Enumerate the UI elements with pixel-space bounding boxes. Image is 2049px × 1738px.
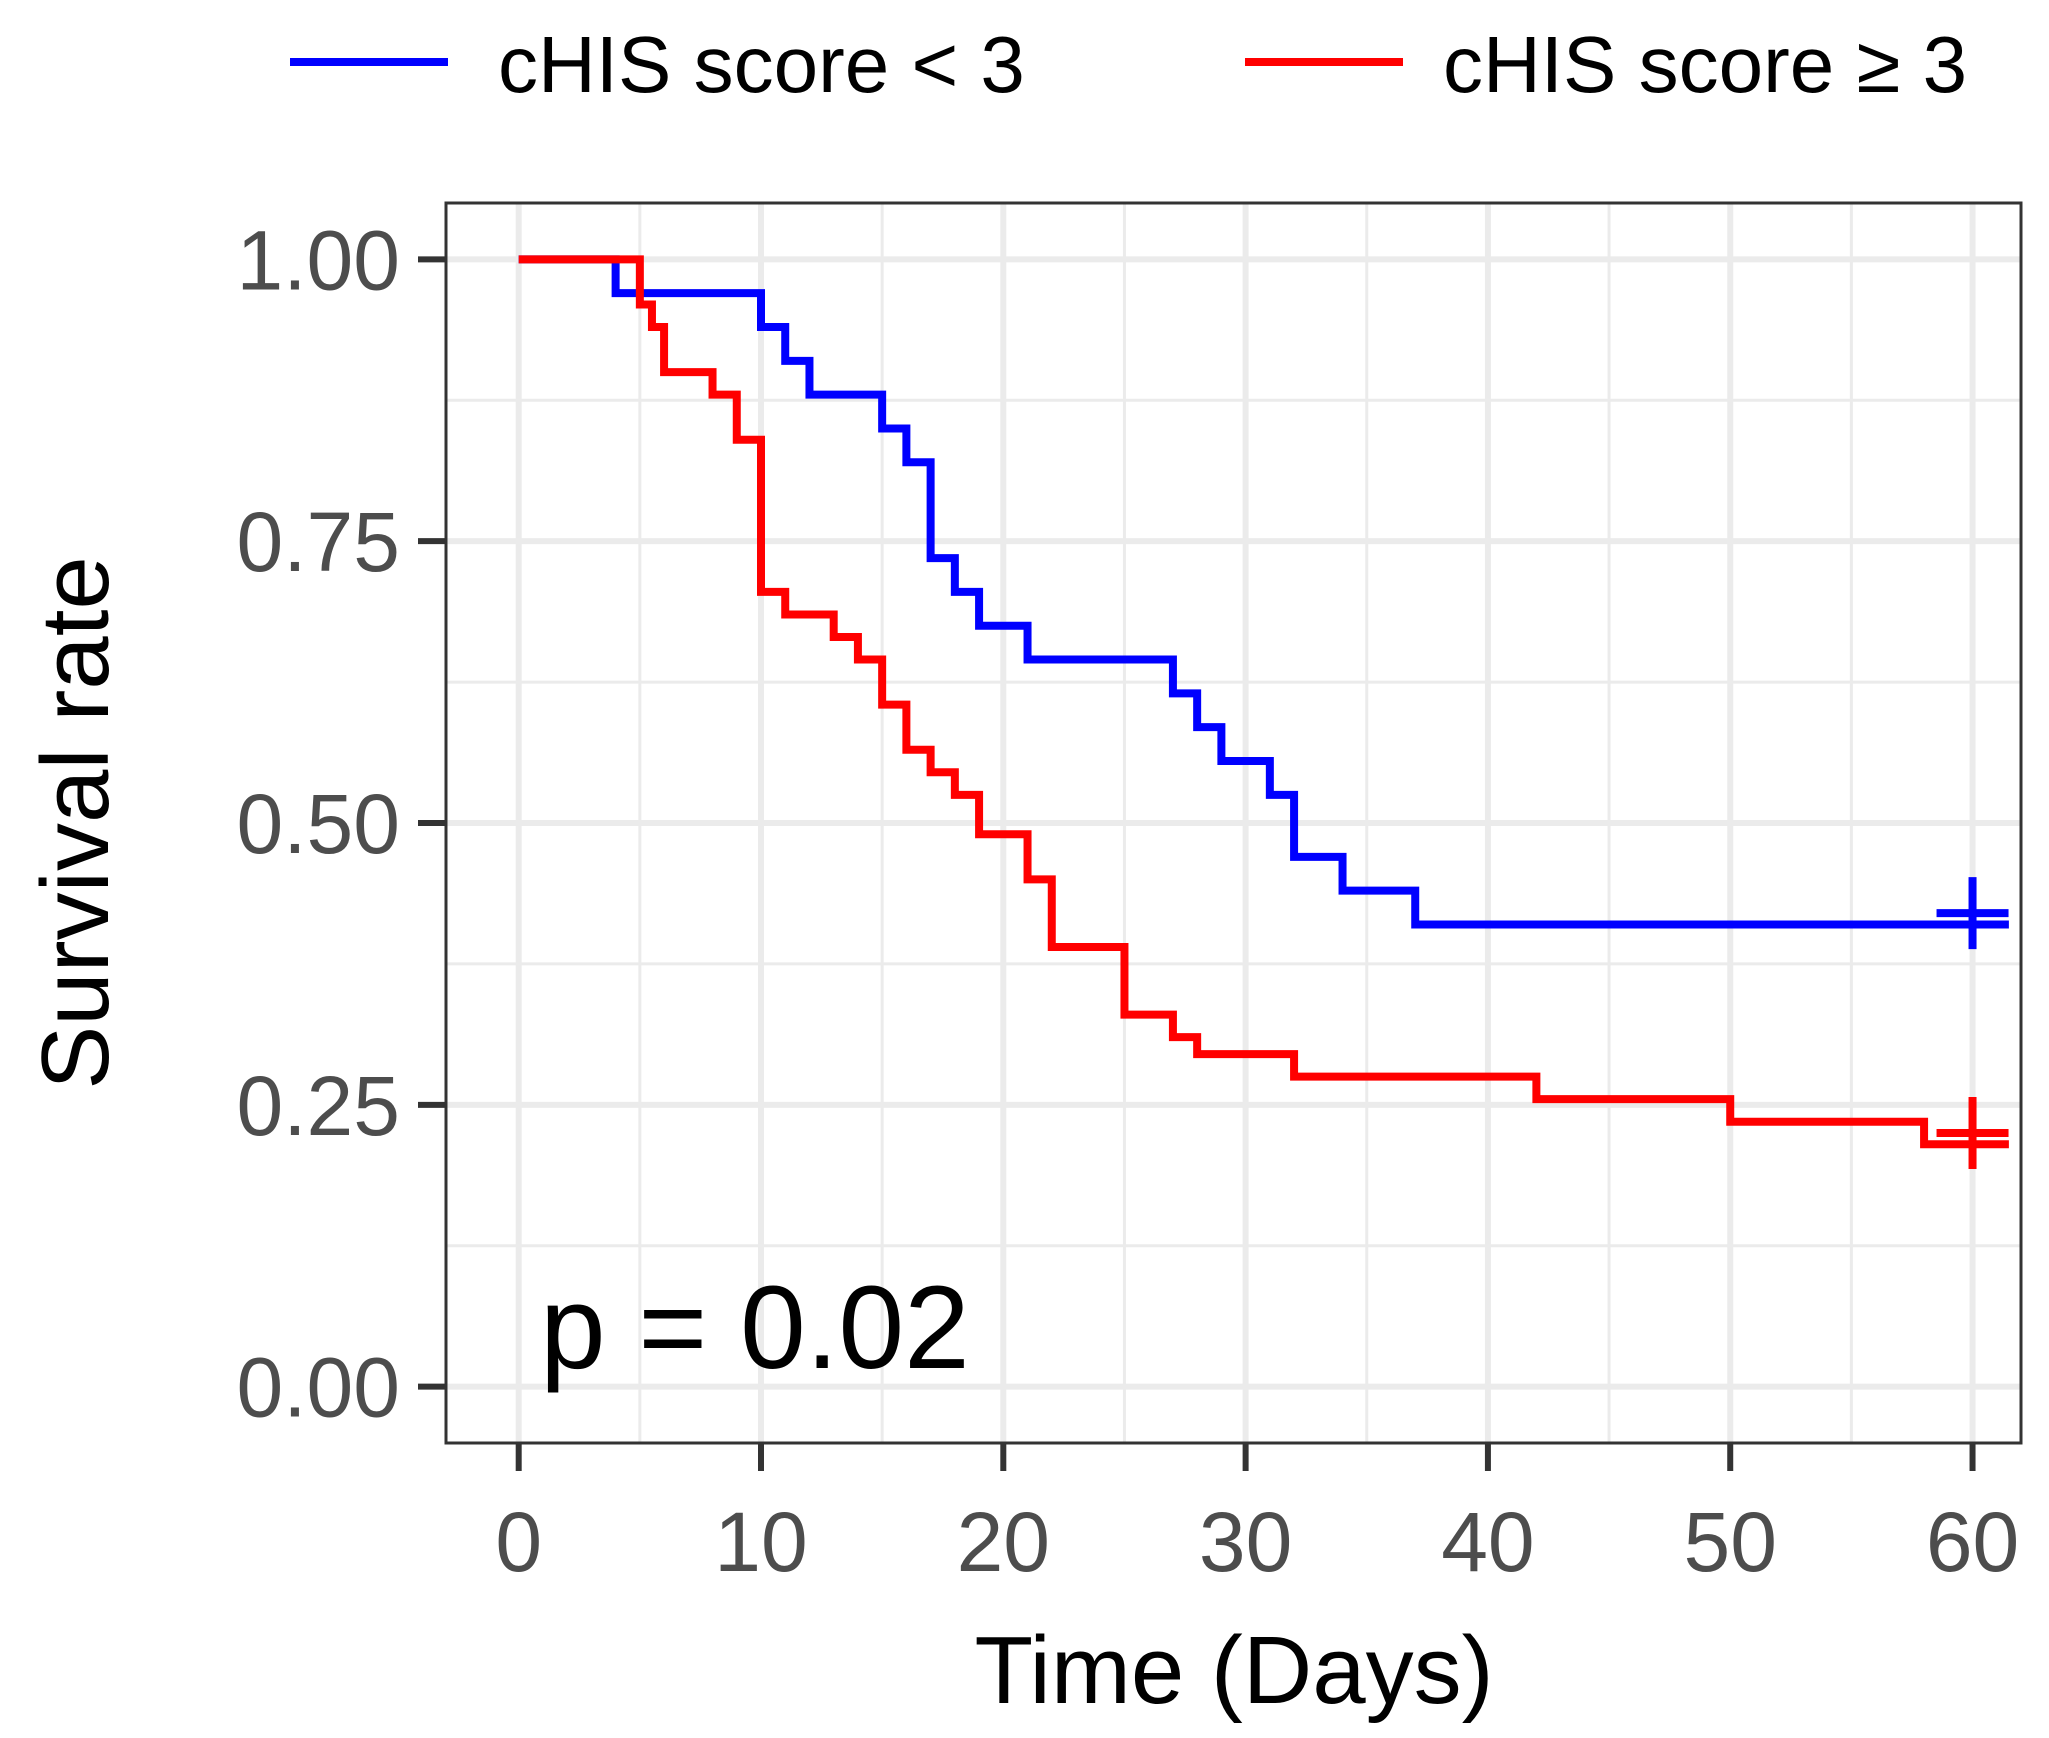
p-value-annotation: p = 0.02 [540, 1262, 970, 1394]
y-tick-label: 1.00 [237, 213, 401, 307]
y-tick-label: 0.75 [237, 495, 401, 589]
major-grid [446, 203, 2021, 1443]
x-tick-label: 10 [714, 1495, 807, 1589]
legend-label-1: cHIS score < 3 [498, 20, 1025, 109]
legend: cHIS score < 3 cHIS score ≥ 3 [290, 20, 1967, 109]
plot-panel: p = 0.02 [444, 201, 2023, 1445]
legend-item-2: cHIS score ≥ 3 [1245, 20, 1967, 109]
series-layer [518, 255, 2009, 1169]
y-tick-label: 0.00 [237, 1341, 401, 1435]
x-tick-label: 60 [1926, 1495, 2019, 1589]
x-axis-title: Time (Days) [974, 1617, 1493, 1724]
y-axis: 0.00 0.25 0.50 0.75 1.00 [237, 213, 446, 1435]
legend-item-1: cHIS score < 3 [290, 20, 1025, 109]
x-tick-label: 50 [1684, 1495, 1777, 1589]
x-tick-label: 30 [1199, 1495, 1292, 1589]
x-axis: 0 10 20 30 40 50 60 [495, 1443, 2019, 1589]
y-axis-title: Survival rate [22, 556, 129, 1090]
series-line-1 [518, 255, 2009, 929]
x-tick-label: 20 [957, 1495, 1050, 1589]
x-tick-label: 40 [1441, 1495, 1534, 1589]
series-line-2 [518, 255, 2009, 1149]
legend-label-2: cHIS score ≥ 3 [1443, 20, 1967, 109]
y-tick-label: 0.25 [237, 1059, 401, 1153]
x-tick-label: 0 [495, 1495, 542, 1589]
y-tick-label: 0.50 [237, 777, 401, 871]
